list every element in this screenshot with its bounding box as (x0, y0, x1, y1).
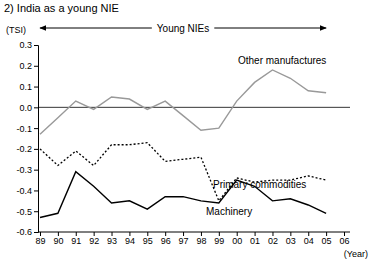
x-tick: 94 (125, 232, 135, 246)
y-tick: -0.3 (16, 165, 38, 175)
y-tick-mark (34, 149, 38, 150)
x-tick: 90 (53, 232, 63, 246)
y-tick-mark (34, 45, 38, 46)
x-tick: 96 (161, 232, 171, 246)
y-tick-label: -0.5 (16, 207, 32, 217)
x-tick: 92 (89, 232, 99, 246)
y-tick: 0.0 (19, 103, 38, 113)
x-tick-label: 91 (71, 236, 81, 246)
x-tick-label: 99 (214, 236, 224, 246)
series-label: Primary commodities (213, 179, 306, 190)
series-label: Other manufactures (238, 55, 326, 66)
x-tick-label: 97 (179, 236, 189, 246)
x-tick: 02 (268, 232, 278, 246)
x-tick: 89 (35, 232, 45, 246)
y-tick-label: -0.1 (16, 123, 32, 133)
y-tick: -0.5 (16, 207, 38, 217)
y-axis-line (34, 46, 39, 233)
x-tick-label: 92 (89, 236, 99, 246)
x-tick-label: 03 (286, 236, 296, 246)
y-tick-label: 0.1 (19, 82, 32, 92)
x-axis-title: (Year) (344, 249, 368, 259)
x-tick: 06 (339, 232, 349, 246)
y-tick-mark (34, 190, 38, 191)
x-tick-label: 04 (304, 236, 314, 246)
y-tick-mark (34, 66, 38, 67)
x-tick: 91 (71, 232, 81, 246)
y-axis: 0.3 0.2 0.1 0.0 -0.1 -0.2 -0.3 -0.4 -0.5 -0.6 (16, 40, 38, 237)
y-tick-mark (34, 211, 38, 212)
x-tick: 97 (179, 232, 189, 246)
y-axis-title: (TSI) (6, 25, 26, 35)
x-tick: 01 (250, 232, 260, 246)
y-tick-label: -0.2 (16, 144, 32, 154)
y-tick: 0.1 (19, 82, 38, 92)
y-tick-label: 0.2 (19, 61, 32, 71)
x-tick: 00 (232, 232, 242, 246)
series-label: Machinery (206, 206, 252, 217)
series-line (40, 172, 326, 218)
y-tick-mark (34, 128, 38, 129)
x-axis-line (38, 232, 350, 233)
title: 2) India as a young NIE (4, 2, 119, 14)
x-tick-label: 90 (53, 236, 63, 246)
x-tick-label: 95 (143, 236, 153, 246)
x-tick-label: 93 (107, 236, 117, 246)
x-tick: 95 (143, 232, 153, 246)
y-tick: -0.1 (16, 123, 38, 133)
x-tick-label: 01 (250, 236, 260, 246)
y-tick-label: 0.0 (19, 103, 32, 113)
annotation: Young NIEs (157, 23, 209, 34)
annotation-arrow (214, 28, 326, 29)
y-tick-mark (34, 87, 38, 88)
y-tick-mark (34, 107, 38, 108)
chart: 2) India as a young NIE (TSI) (Year) 0.3 0.2… (0, 0, 370, 260)
y-tick: -0.2 (16, 144, 38, 154)
x-tick: 04 (304, 232, 314, 246)
y-tick: 0.3 (19, 40, 38, 50)
y-tick-label: 0.3 (19, 40, 32, 50)
x-tick-label: 89 (35, 236, 45, 246)
y-tick-label: -0.6 (16, 227, 32, 237)
y-tick: -0.4 (16, 186, 38, 196)
x-tick-label: 98 (196, 236, 206, 246)
y-tick-mark (34, 232, 38, 233)
x-axis: 89 90 91 92 93 94 95 96 97 98 99 00 01 02 03 04 05 06 (35, 232, 350, 246)
x-tick: 93 (107, 232, 117, 246)
x-tick: 98 (196, 232, 206, 246)
plot-lines (40, 70, 326, 218)
x-tick-label: 02 (268, 236, 278, 246)
x-tick: 03 (286, 232, 296, 246)
x-tick-label: 00 (232, 236, 242, 246)
y-tick-label: -0.3 (16, 165, 32, 175)
x-tick: 99 (214, 232, 224, 246)
y-tick-label: -0.4 (16, 186, 32, 196)
series-line (40, 70, 326, 134)
annotation-arrow (40, 28, 152, 29)
x-tick-label: 96 (161, 236, 171, 246)
x-tick-label: 06 (339, 236, 349, 246)
x-tick-label: 05 (322, 236, 332, 246)
x-tick-label: 94 (125, 236, 135, 246)
series-line (40, 143, 326, 201)
zero-line (38, 107, 350, 108)
y-tick: 0.2 (19, 61, 38, 71)
y-tick-mark (34, 170, 38, 171)
x-tick: 05 (322, 232, 332, 246)
